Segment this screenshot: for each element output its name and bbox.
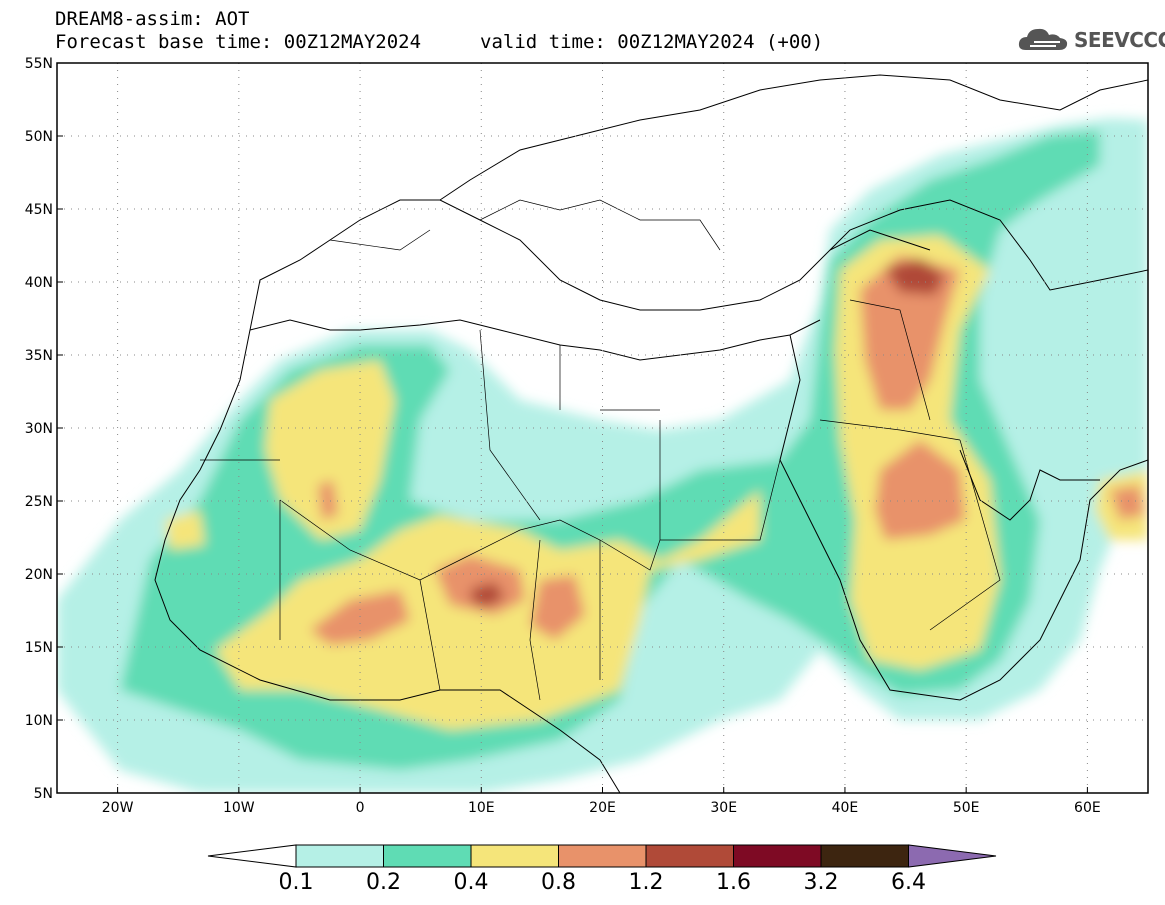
lat-tick-label: 15N xyxy=(25,640,53,656)
forecast-base-time: Forecast base time: 00Z12MAY2024 xyxy=(55,31,422,53)
colorbar-segment xyxy=(820,844,909,868)
aot-contour-0.8-chad xyxy=(530,575,585,640)
map-grid xyxy=(57,63,1148,793)
seevccc-logo: SEEVCCC xyxy=(1016,24,1165,56)
colorbar-level-label: 0.8 xyxy=(541,870,576,895)
colorbar-level-label: 1.2 xyxy=(628,870,664,895)
aot-contour-1.2 xyxy=(470,582,505,608)
colorbar xyxy=(207,844,997,868)
lon-tick-label: 60E xyxy=(1074,800,1101,816)
colorbar-segment xyxy=(295,844,384,868)
aot-field xyxy=(57,63,1148,793)
colorbar-upper-arrow xyxy=(908,844,997,868)
colorbar-segment xyxy=(558,844,647,868)
aot-contour-0.8-saudi xyxy=(875,440,965,540)
lat-tick-label: 55N xyxy=(25,56,53,72)
lat-tick-label: 45N xyxy=(25,202,53,218)
lat-tick-label: 25N xyxy=(25,494,53,510)
lat-tick-label: 30N xyxy=(25,421,53,437)
axis-ticks: 5N 10N 15N 20N 25N 30N 35N 40N 45N 50N 55N 20W 10W 0 1… xyxy=(25,56,1101,816)
lat-tick-label: 35N xyxy=(25,348,53,364)
colorbar-level-label: 1.6 xyxy=(716,870,751,895)
aot-contour-0.8-iran xyxy=(1110,485,1145,520)
colorbar-segment xyxy=(645,844,734,868)
valid-time: valid time: 00Z12MAY2024 (+00) xyxy=(480,31,824,53)
aot-contour-0.8-morocco xyxy=(318,480,338,520)
lon-tick-label: 10E xyxy=(468,800,495,816)
aot-contour-0.8 xyxy=(310,590,410,645)
colorbar-segment xyxy=(470,844,559,868)
aot-contour-0.4-west xyxy=(265,360,395,540)
lat-tick-label: 5N xyxy=(34,786,53,802)
aot-contour-1.2-caucasus xyxy=(885,258,945,295)
colorbar-lower-arrow xyxy=(207,844,297,868)
forecast-time-line: Forecast base time: 00Z12MAY2024 valid ti… xyxy=(55,31,823,53)
logo-text: SEEVCCC xyxy=(1074,28,1165,52)
colorbar-segment xyxy=(383,844,472,868)
lon-tick-label: 10W xyxy=(223,800,255,816)
colorbar-segment xyxy=(733,844,822,868)
colorbar-level-label: 3.2 xyxy=(803,870,839,895)
lat-tick-label: 20N xyxy=(25,567,53,583)
lon-tick-label: 20W xyxy=(102,800,134,816)
colorbar-level-label: 0.2 xyxy=(366,870,401,895)
lat-tick-label: 50N xyxy=(25,129,53,145)
lat-tick-label: 10N xyxy=(25,713,53,729)
map-title: DREAM8-assim: AOT xyxy=(55,8,250,30)
colorbar-level-label: 0.4 xyxy=(453,870,489,895)
lon-tick-label: 20E xyxy=(589,800,616,816)
colorbar-level-label: 6.4 xyxy=(891,870,926,895)
lon-tick-label: 0 xyxy=(356,800,365,816)
lat-tick-label: 40N xyxy=(25,275,53,291)
aot-contour-0.8-center xyxy=(435,555,525,615)
cloud-logo-icon xyxy=(1018,28,1068,50)
lon-tick-label: 40E xyxy=(832,800,859,816)
colorbar-level-label: 0.1 xyxy=(278,870,314,895)
country-borders xyxy=(200,199,1001,701)
lon-tick-label: 50E xyxy=(953,800,980,816)
lon-tick-label: 30E xyxy=(710,800,737,816)
aot-contour-0.4-atlantic xyxy=(165,510,205,550)
